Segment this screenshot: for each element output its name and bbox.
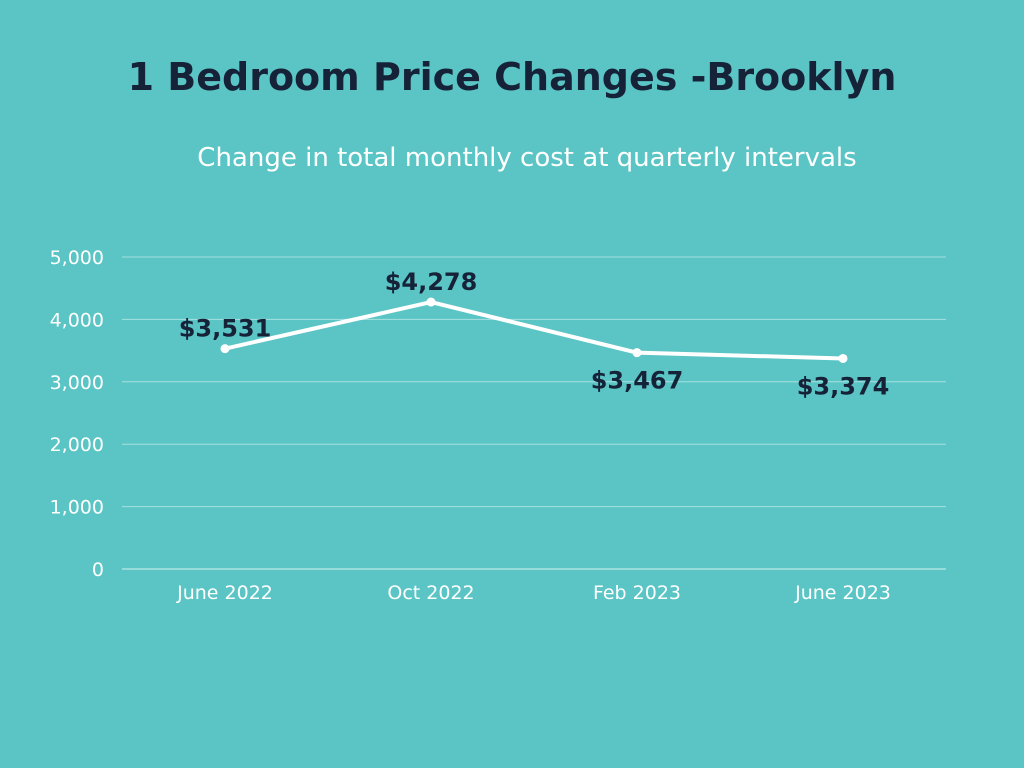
data-label: $3,531 (179, 315, 272, 343)
y-axis-ticks: 0 1,000 2,000 3,000 4,000 5,000 (50, 247, 104, 581)
data-label: $3,374 (797, 372, 890, 400)
chart-title: 1 Bedroom Price Changes -Brooklyn (128, 55, 897, 99)
series-line (223, 300, 845, 361)
x-tick-label: Feb 2023 (593, 582, 681, 604)
x-tick-label: Oct 2022 (387, 582, 474, 604)
y-tick-label: 4,000 (50, 309, 104, 331)
y-tick-label: 5,000 (50, 247, 104, 269)
data-point (426, 297, 436, 307)
x-tick-label: June 2023 (794, 582, 891, 604)
y-tick-label: 0 (92, 559, 104, 581)
y-tick-label: 2,000 (50, 434, 104, 456)
data-label: $3,467 (591, 367, 684, 395)
x-tick-label: June 2022 (176, 582, 273, 604)
data-label: $4,278 (385, 268, 478, 296)
data-point (220, 344, 230, 354)
x-axis-ticks: June 2022 Oct 2022 Feb 2023 June 2023 (176, 582, 891, 604)
chart-subtitle: Change in total monthly cost at quarterl… (197, 143, 856, 173)
series-line-group (220, 297, 848, 363)
gridlines (122, 256, 946, 570)
y-tick-label: 3,000 (50, 372, 104, 394)
data-point (632, 348, 642, 358)
data-point (838, 353, 848, 363)
y-tick-label: 1,000 (50, 497, 104, 519)
data-labels: $3,531 $4,278 $3,467 $3,374 (179, 268, 890, 400)
